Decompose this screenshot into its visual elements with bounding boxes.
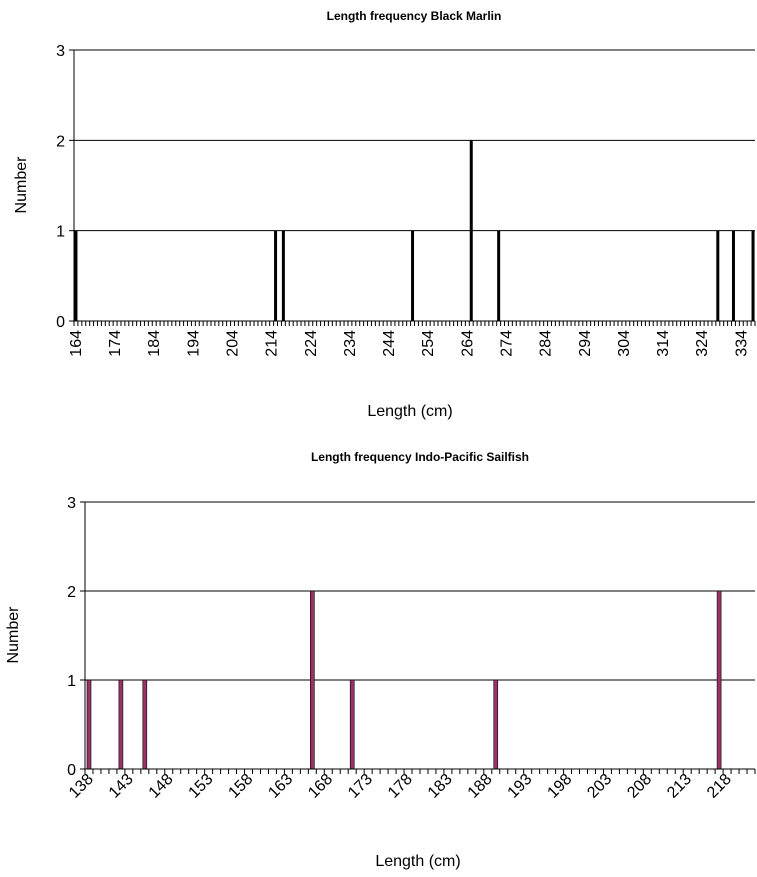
axes [69,49,756,326]
bar [142,679,148,770]
x-tick-label: 173 [345,771,376,802]
y-tick-label: 2 [67,584,76,601]
x-tick-labels: 138 143 148 153 158 163 168 173 178 183 188 193 198 2… [66,771,735,802]
grid-lines [74,49,755,232]
x-tick-label: 194 [185,330,202,357]
chart-title: Length frequency Indo-Pacific Sailfish [311,450,529,464]
x-tick-label: 214 [264,330,281,357]
grid-lines [85,501,755,681]
bars [74,140,755,321]
x-tick-label: 224 [303,330,320,357]
x-tick-label: 234 [342,330,359,357]
bar [411,230,415,321]
x-tick-label: 274 [498,330,515,357]
bar [469,140,473,321]
x-axis-label: Length (cm) [367,403,452,420]
x-tick-label: 143 [106,771,137,802]
x-tick-label: 178 [385,771,416,802]
x-tick-label: 183 [425,771,456,802]
axes [80,501,756,774]
x-tick-label: 334 [733,330,750,357]
chart-title: Length frequency Black Marlin [327,9,502,23]
sailfish-chart: Length frequency Indo-Pacific Sailfish 0… [0,435,757,877]
x-tick-label: 314 [655,330,672,357]
bars [86,590,722,770]
x-tick-label: 193 [505,771,536,802]
y-tick-label: 1 [56,224,65,241]
x-tick-label: 203 [584,771,615,802]
bar [86,679,92,770]
y-tick-label: 3 [56,43,65,60]
y-axis-label: Number [13,156,30,214]
y-tick-label: 2 [56,133,65,150]
bar [281,230,285,321]
x-tick-label: 184 [146,330,163,357]
bar [716,590,722,770]
bar [74,230,78,321]
x-tick-label: 164 [68,330,85,357]
x-tick-label: 294 [577,330,594,357]
x-tick-label: 198 [544,771,575,802]
x-axis-label: Length (cm) [375,853,460,870]
x-tick-label: 188 [465,771,496,802]
bar [349,679,355,770]
bar [751,230,755,321]
bar [274,230,278,321]
y-tick-labels: 0 1 2 3 [56,43,65,331]
x-tick-label: 148 [146,771,177,802]
x-tick-label: 254 [420,330,437,357]
bar [310,590,315,770]
bar [497,230,501,321]
y-tick-label: 1 [67,673,76,690]
y-tick-label: 3 [67,495,76,512]
x-tick-label: 168 [305,771,336,802]
chart-svg: Length frequency Black Marlin 0 1 2 3 164 17… [13,9,756,420]
bar [731,230,735,321]
y-tick-label: 0 [67,762,76,779]
x-tick-label: 213 [664,771,695,802]
x-tick-label: 244 [381,330,398,357]
y-axis-label: Number [5,606,22,664]
y-tick-label: 0 [56,314,65,331]
x-tick-label: 284 [538,330,555,357]
x-tick-label: 153 [186,771,217,802]
bar [716,230,720,321]
x-tick-label: 158 [225,771,256,802]
x-tick-label: 324 [694,330,711,357]
x-tick-label: 163 [265,771,296,802]
x-tick-label: 174 [107,330,124,357]
chart-svg: Length frequency Indo-Pacific Sailfish 0… [5,450,756,870]
x-tick-labels: 164 174 184 194 204 214 224 234 244 254 264 274 284 2… [68,330,750,357]
x-tick-label: 304 [616,330,633,357]
black-marlin-chart: Length frequency Black Marlin 0 1 2 3 164 17… [0,0,757,435]
x-tick-label: 208 [624,771,655,802]
bar [493,679,499,770]
x-tick-label: 204 [225,330,242,357]
x-tick-label: 218 [704,771,735,802]
y-tick-labels: 0 1 2 3 [67,495,76,779]
bar [118,679,124,770]
x-tick-label: 264 [459,330,476,357]
